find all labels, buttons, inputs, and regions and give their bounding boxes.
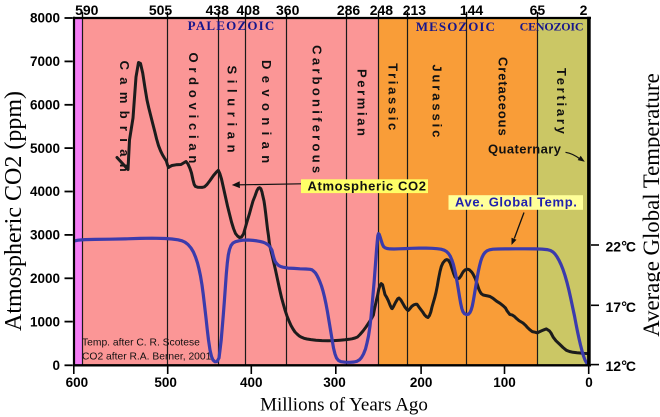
svg-text:600: 600 [66, 375, 89, 390]
svg-text:0: 0 [585, 375, 593, 390]
svg-text:Carboniferous: Carboniferous [310, 45, 325, 176]
svg-text:Millions of Years Ago: Millions of Years Ago [260, 395, 428, 416]
svg-text:144: 144 [460, 2, 484, 18]
svg-text:Atmospheric CO2: Atmospheric CO2 [308, 178, 427, 193]
svg-text:Silurian: Silurian [225, 65, 240, 158]
svg-text:505: 505 [149, 2, 173, 18]
svg-text:5000: 5000 [30, 141, 60, 156]
svg-text:3000: 3000 [30, 228, 60, 243]
svg-text:200: 200 [410, 375, 433, 390]
svg-text:100: 100 [493, 375, 516, 390]
svg-text:2000: 2000 [30, 271, 60, 286]
svg-text:7000: 7000 [30, 54, 60, 69]
svg-text:Atmospheric CO2 (ppm): Atmospheric CO2 (ppm) [1, 91, 27, 331]
svg-text:400: 400 [240, 375, 263, 390]
svg-text:2: 2 [580, 2, 588, 18]
svg-text:6000: 6000 [30, 98, 60, 113]
svg-text:286: 286 [337, 2, 361, 18]
svg-text:Quaternary: Quaternary [488, 142, 562, 157]
svg-text:0: 0 [52, 358, 60, 373]
svg-text:248: 248 [370, 2, 394, 18]
svg-text:Cretaceous: Cretaceous [496, 57, 511, 137]
svg-text:12°C: 12°C [606, 358, 637, 375]
svg-text:500: 500 [154, 375, 177, 390]
svg-text:Ordovician: Ordovician [186, 52, 201, 168]
svg-text:CO2 after R.A. Berner, 2001: CO2 after R.A. Berner, 2001 [82, 352, 212, 363]
svg-text:Permian: Permian [355, 69, 370, 139]
svg-text:300: 300 [323, 375, 346, 390]
svg-text:Jurassic: Jurassic [430, 64, 445, 140]
svg-text:4000: 4000 [30, 184, 60, 199]
svg-text:408: 408 [237, 2, 261, 18]
svg-text:8000: 8000 [30, 11, 60, 26]
svg-text:438: 438 [206, 2, 230, 18]
svg-text:PALEOZOIC: PALEOZOIC [188, 18, 276, 33]
svg-text:1000: 1000 [30, 314, 60, 329]
svg-text:CENOZOIC: CENOZOIC [520, 20, 584, 34]
svg-text:22°C: 22°C [606, 239, 637, 256]
svg-text:590: 590 [75, 2, 99, 18]
svg-text:65: 65 [530, 2, 546, 18]
svg-text:360: 360 [276, 2, 300, 18]
svg-text:MESOZOIC: MESOZOIC [416, 19, 496, 34]
svg-text:Triassic: Triassic [386, 63, 401, 133]
svg-text:Ave. Global Temp.: Ave. Global Temp. [455, 195, 578, 210]
svg-text:Average Global Temperature: Average Global Temperature [639, 73, 660, 336]
svg-text:Devonian: Devonian [259, 60, 274, 170]
svg-text:Temp. after C. R. Scotese: Temp. after C. R. Scotese [82, 338, 200, 349]
svg-text:213: 213 [403, 2, 427, 18]
svg-text:Tertiary: Tertiary [554, 68, 569, 137]
svg-text:17°C: 17°C [606, 299, 637, 316]
